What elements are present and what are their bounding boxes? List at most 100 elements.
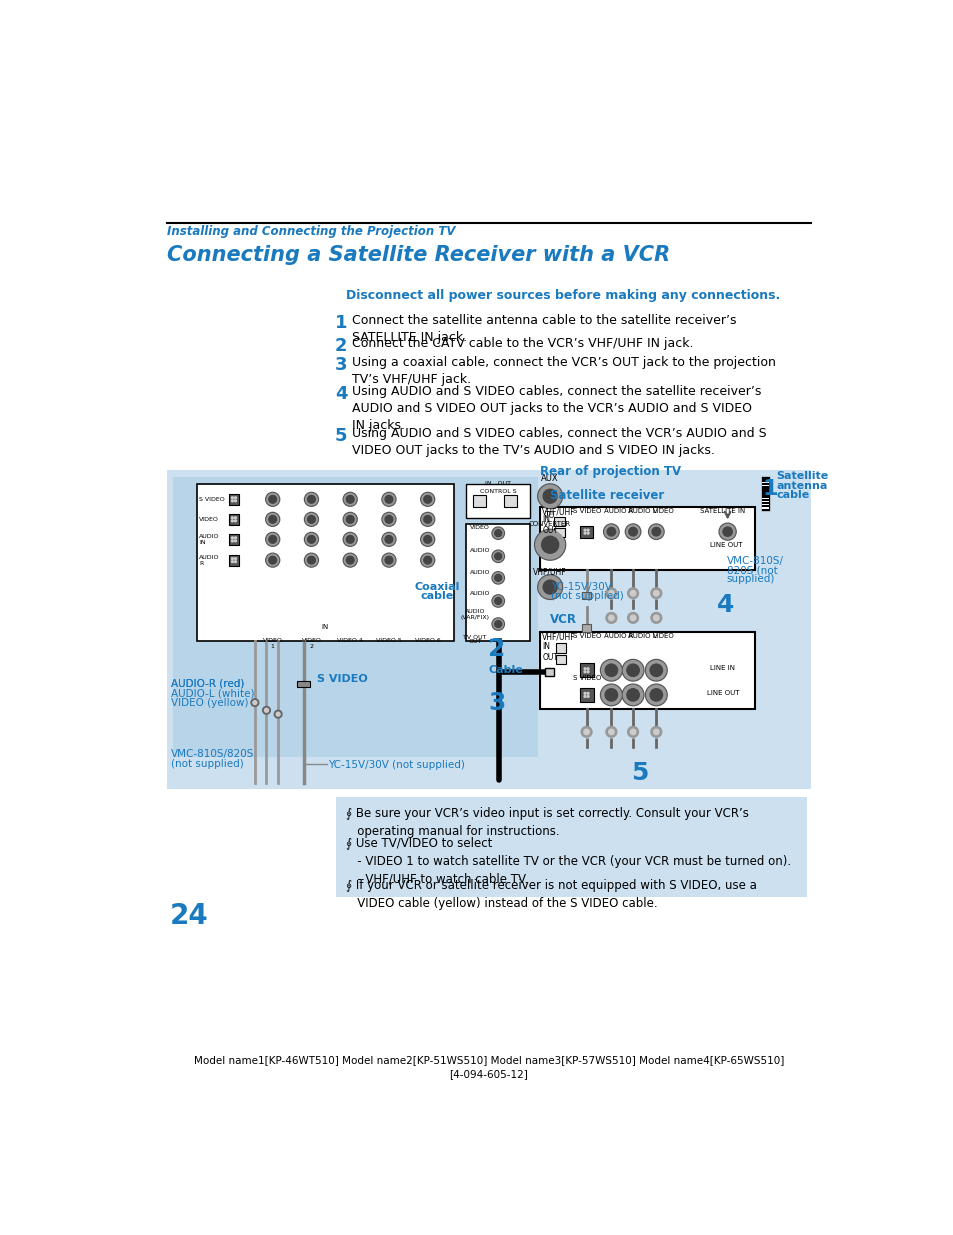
Circle shape <box>381 553 395 567</box>
Circle shape <box>269 536 276 543</box>
Circle shape <box>536 531 564 559</box>
Circle shape <box>649 689 661 701</box>
Text: VMC-810S/: VMC-810S/ <box>726 556 783 566</box>
Text: 2: 2 <box>335 337 347 354</box>
Circle shape <box>232 540 233 542</box>
Bar <box>229 534 239 545</box>
Text: Satellite: Satellite <box>776 472 828 482</box>
Circle shape <box>383 534 395 545</box>
Text: AUDIO
(VAR/FIX): AUDIO (VAR/FIX) <box>460 609 489 620</box>
Circle shape <box>383 494 395 505</box>
Circle shape <box>307 495 315 503</box>
Circle shape <box>599 659 621 680</box>
Circle shape <box>599 684 621 705</box>
Circle shape <box>542 580 557 594</box>
Text: VMC-810S/820S: VMC-810S/820S <box>171 748 254 758</box>
Text: Using AUDIO and S VIDEO cables, connect the satellite receiver’s
AUDIO and S VID: Using AUDIO and S VIDEO cables, connect … <box>352 385 760 432</box>
Circle shape <box>276 713 280 716</box>
Circle shape <box>383 555 395 566</box>
Text: LINE OUT: LINE OUT <box>709 542 741 548</box>
Circle shape <box>606 527 615 536</box>
Text: 3: 3 <box>488 692 505 715</box>
Text: ⨕ Use TV/VIDEO to select
   - VIDEO 1 to watch satellite TV or the VCR (your VCR: ⨕ Use TV/VIDEO to select - VIDEO 1 to wa… <box>345 836 790 885</box>
Circle shape <box>653 729 659 735</box>
Text: AUDIO
IN: AUDIO IN <box>199 534 219 545</box>
Text: OUT: OUT <box>542 653 558 662</box>
Circle shape <box>583 529 585 531</box>
Text: LINE IN: LINE IN <box>709 666 734 672</box>
Circle shape <box>269 556 276 564</box>
Circle shape <box>605 613 617 624</box>
Text: LINE OUT: LINE OUT <box>706 690 739 695</box>
Circle shape <box>608 729 614 735</box>
Circle shape <box>305 534 317 545</box>
Circle shape <box>423 556 431 564</box>
Text: YC-15V/30V (not supplied): YC-15V/30V (not supplied) <box>328 760 465 771</box>
Bar <box>504 495 517 508</box>
Circle shape <box>346 536 354 543</box>
Circle shape <box>627 613 638 624</box>
Circle shape <box>343 553 356 567</box>
Text: S VIDEO: S VIDEO <box>573 676 601 682</box>
Circle shape <box>381 532 395 546</box>
Text: AUX: AUX <box>540 474 558 483</box>
Circle shape <box>495 553 501 559</box>
Circle shape <box>587 529 588 531</box>
Text: 1: 1 <box>761 479 778 499</box>
Text: AUDIO
R: AUDIO R <box>199 555 219 566</box>
Circle shape <box>420 513 435 526</box>
Circle shape <box>262 706 270 714</box>
Circle shape <box>267 514 278 525</box>
Bar <box>761 492 768 493</box>
Circle shape <box>307 536 315 543</box>
Text: Connect the satellite antenna cable to the satellite receiver’s
SATELLITE IN jac: Connect the satellite antenna cable to t… <box>352 314 736 343</box>
Circle shape <box>232 500 233 501</box>
Circle shape <box>421 494 433 505</box>
Circle shape <box>266 553 279 567</box>
Circle shape <box>234 540 236 542</box>
Circle shape <box>653 615 659 621</box>
Text: CONTROL S: CONTROL S <box>479 489 516 494</box>
Text: VIDEO 6: VIDEO 6 <box>415 638 440 643</box>
Text: Using AUDIO and S VIDEO cables, connect the VCR’s AUDIO and S
VIDEO OUT jacks to: Using AUDIO and S VIDEO cables, connect … <box>352 427 765 457</box>
Bar <box>761 495 768 496</box>
Circle shape <box>492 550 504 562</box>
Circle shape <box>234 558 236 559</box>
Circle shape <box>538 576 560 598</box>
Bar <box>229 494 239 505</box>
Circle shape <box>621 684 643 705</box>
Bar <box>579 526 592 537</box>
Circle shape <box>601 685 620 704</box>
Circle shape <box>492 527 504 540</box>
Circle shape <box>492 618 504 630</box>
Bar <box>761 498 768 499</box>
Circle shape <box>719 524 736 540</box>
Text: Coaxial: Coaxial <box>414 582 459 592</box>
Bar <box>581 624 591 632</box>
Bar <box>555 643 566 652</box>
Circle shape <box>305 555 317 566</box>
Bar <box>539 632 754 709</box>
Circle shape <box>583 729 589 735</box>
Circle shape <box>385 556 393 564</box>
Text: S VIDEO: S VIDEO <box>199 496 225 501</box>
Circle shape <box>604 689 617 701</box>
Circle shape <box>630 615 635 621</box>
Text: OUT: OUT <box>542 526 558 535</box>
Text: VIDEO (yellow): VIDEO (yellow) <box>171 699 249 709</box>
Text: TO: TO <box>544 511 555 520</box>
Circle shape <box>423 536 431 543</box>
Bar <box>761 487 768 489</box>
Circle shape <box>648 524 663 540</box>
Bar <box>473 495 485 508</box>
Circle shape <box>537 484 562 509</box>
Circle shape <box>495 598 501 604</box>
Text: VIDEO: VIDEO <box>199 516 219 522</box>
Circle shape <box>420 493 435 506</box>
Text: IN: IN <box>542 515 550 525</box>
Circle shape <box>421 555 433 566</box>
Text: cable: cable <box>776 490 809 500</box>
Bar <box>761 501 768 504</box>
Text: S VIDEO: S VIDEO <box>573 632 601 638</box>
Text: Connecting a Satellite Receiver with a VCR: Connecting a Satellite Receiver with a V… <box>167 246 670 266</box>
